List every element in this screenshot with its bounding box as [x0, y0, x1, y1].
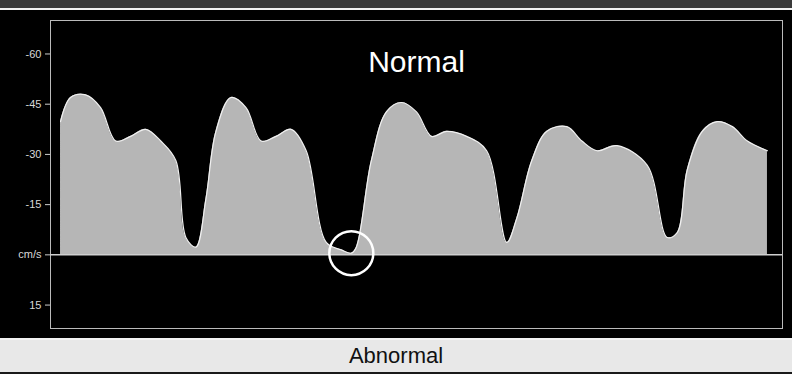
- svg-text:cm/s: cm/s: [18, 248, 42, 260]
- html-text:Abnormal: Abnormal: [348, 343, 444, 368]
- svg-text:-60: -60: [26, 47, 42, 59]
- svg-text:-15: -15: [26, 198, 42, 210]
- svg-text:Normal: Normal: [368, 45, 465, 78]
- svg-text:15: 15: [29, 299, 41, 311]
- svg-text:-30: -30: [26, 148, 42, 160]
- svg-text:-45: -45: [26, 98, 42, 110]
